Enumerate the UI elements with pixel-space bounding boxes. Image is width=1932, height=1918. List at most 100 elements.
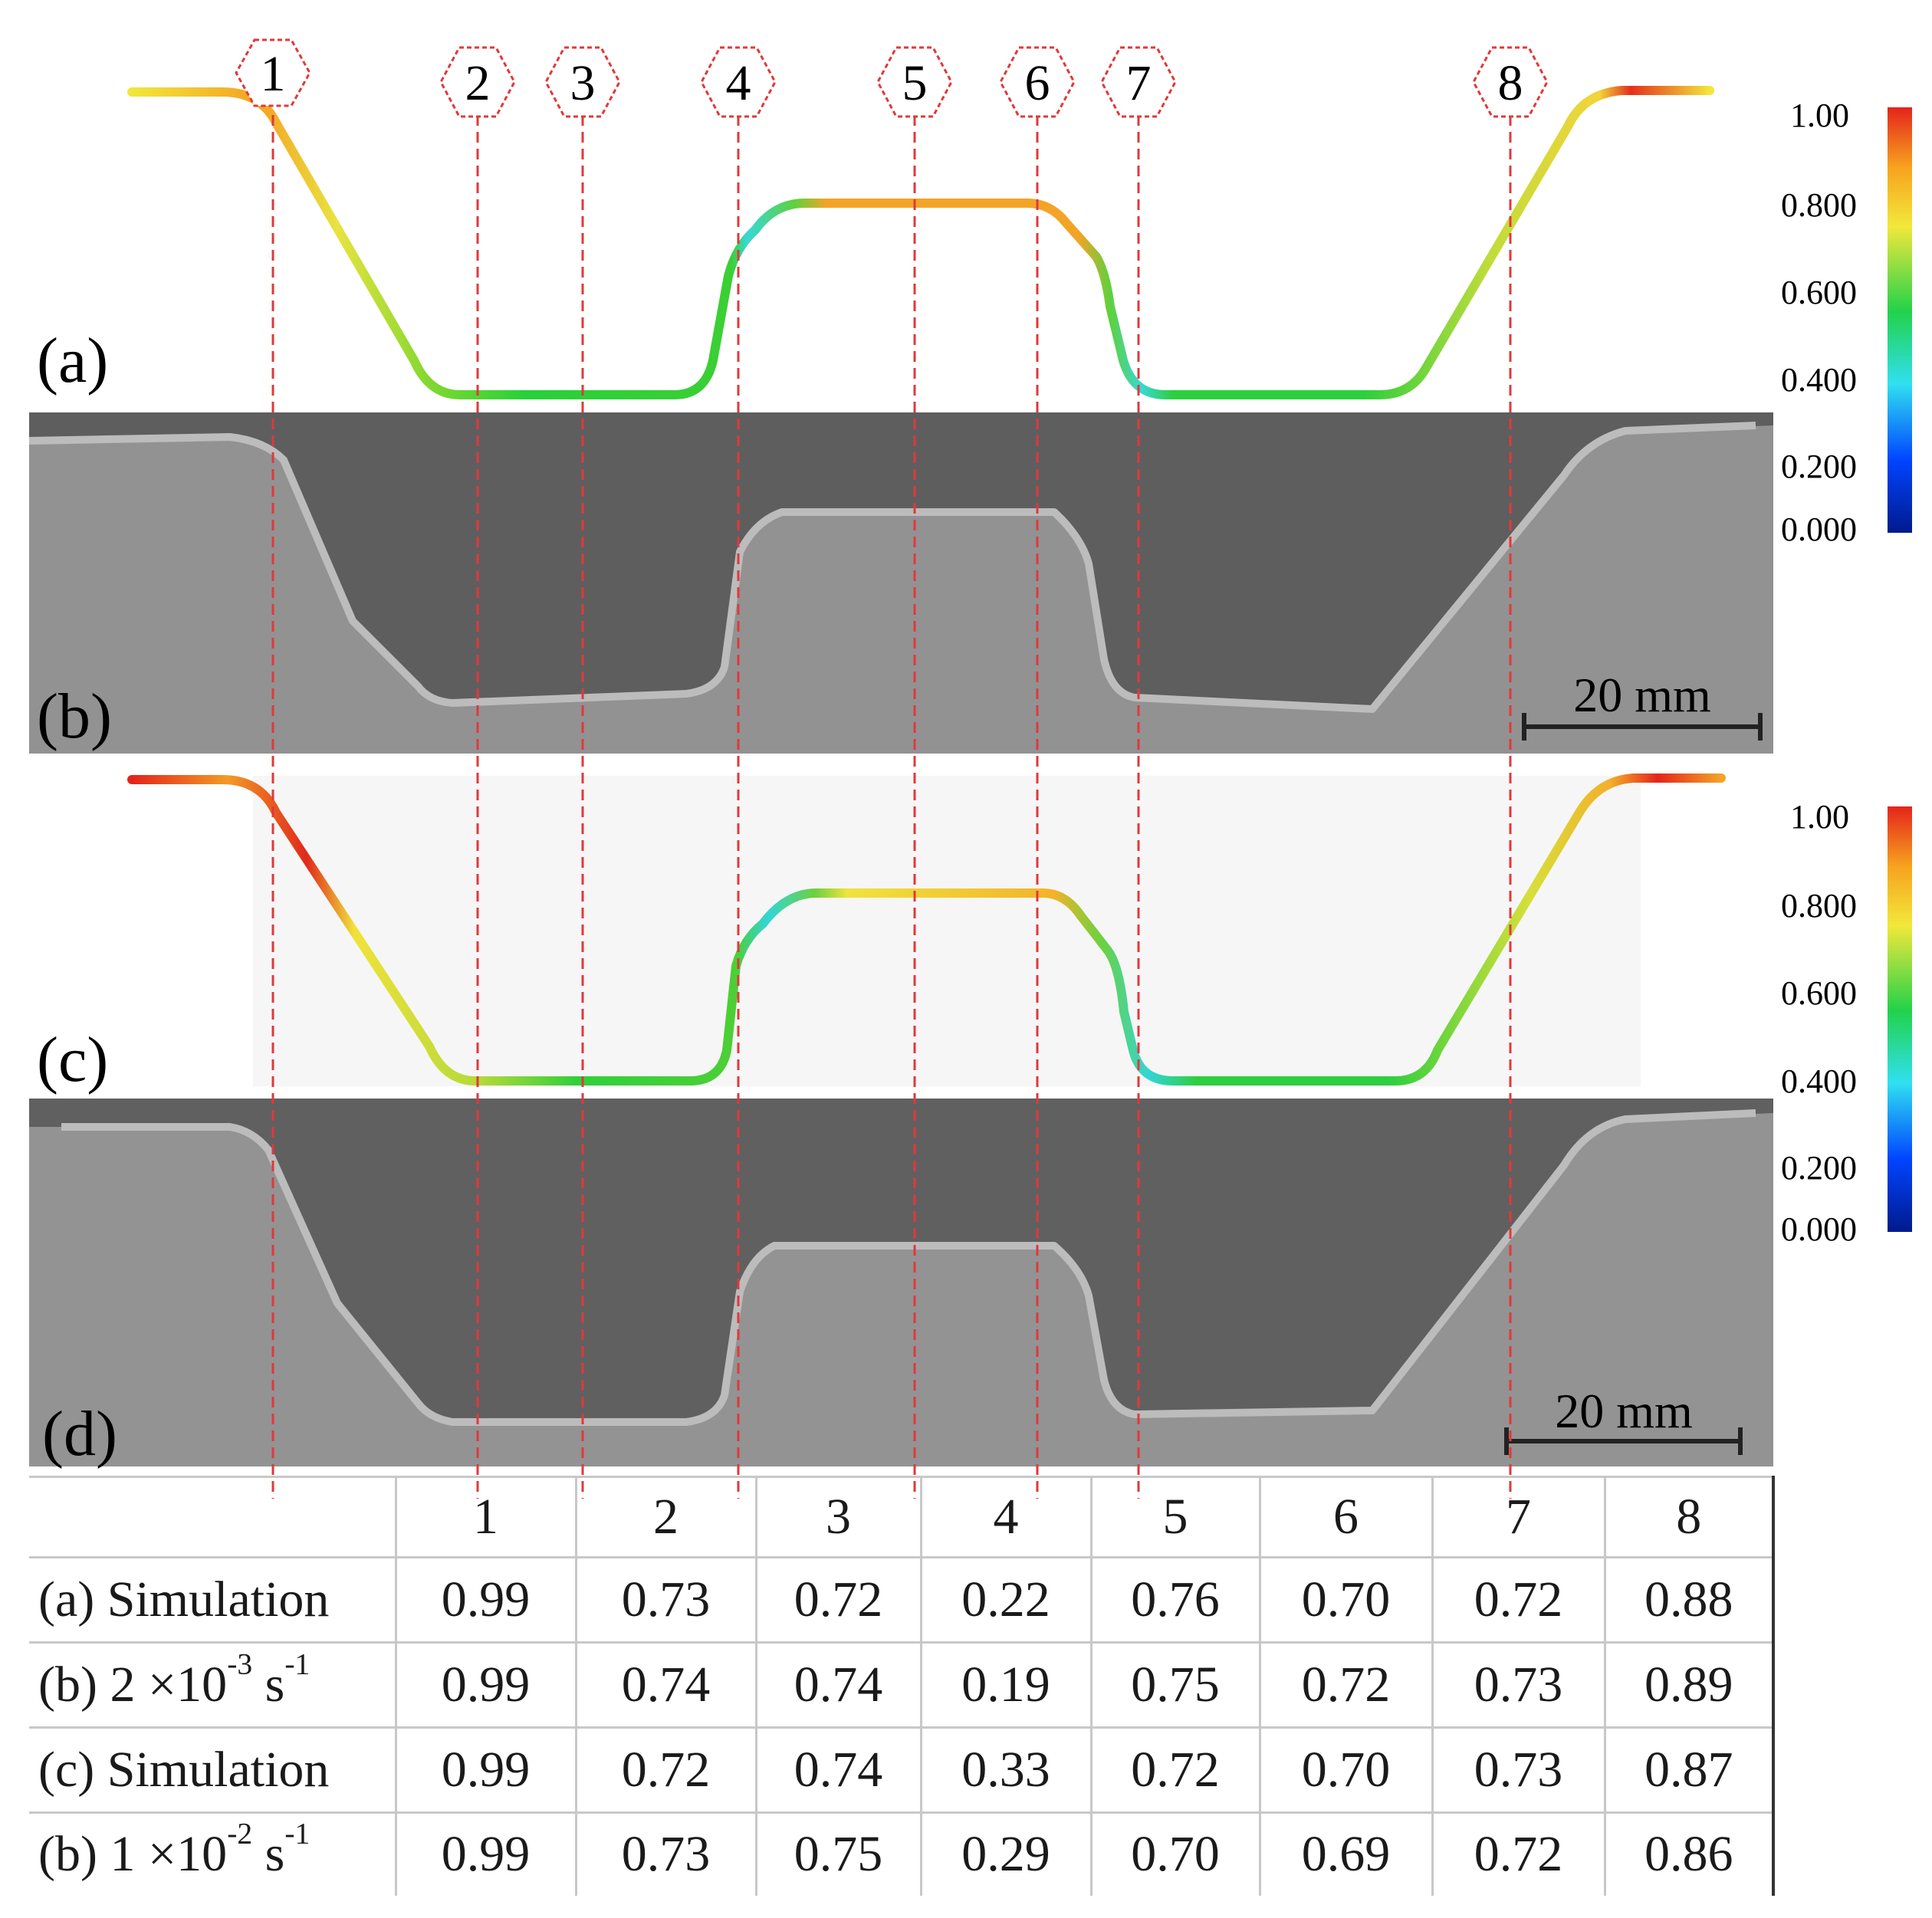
panel-d: (d) 20 mm — [29, 1099, 1773, 1470]
hex-marker-label-7: 7 — [1126, 55, 1152, 111]
strain-profile-c — [127, 773, 1726, 1085]
colorbar-bottom-tick-3: 0.600 — [1781, 974, 1857, 1012]
panel-a: (a) — [37, 86, 1714, 399]
strain-profile-a — [127, 86, 1714, 399]
table-cell: 0.73 — [574, 1811, 757, 1896]
table-cell: 0.72 — [1089, 1726, 1261, 1814]
table-cell: 0.70 — [1258, 1556, 1434, 1644]
hex-marker-8: 8 — [1472, 46, 1549, 118]
table-header-row: 1 2 3 4 5 6 7 8 — [29, 1476, 1775, 1558]
table-row-label: (b) 1 ×10-2 s-1 — [29, 1811, 397, 1896]
hex-markers: 1 2 3 4 5 6 7 8 — [235, 38, 1549, 118]
hex-marker-label-2: 2 — [465, 55, 491, 111]
table-cell: 0.87 — [1603, 1726, 1775, 1814]
table-col-header: 2 — [574, 1476, 757, 1558]
table-row: (a) Simulation 0.99 0.73 0.72 0.22 0.76 … — [29, 1556, 1775, 1644]
table-cell: 0.69 — [1258, 1811, 1434, 1896]
table-cell: 0.72 — [1431, 1556, 1606, 1644]
row-label-unit-exp: -1 — [284, 1816, 310, 1851]
table-col-header: 4 — [919, 1476, 1092, 1558]
row-label-unit: s — [252, 1826, 285, 1883]
panel-c: (c) — [37, 773, 1726, 1095]
colorbar-bottom-gradient — [1888, 806, 1912, 1232]
hex-marker-label-6: 6 — [1025, 55, 1050, 111]
colorbar-bottom-tick-6: 0.000 — [1781, 1210, 1857, 1248]
table-cell: 0.72 — [1431, 1811, 1606, 1896]
table-cell: 0.73 — [1431, 1640, 1606, 1729]
hex-marker-4: 4 — [700, 46, 777, 118]
table-corner-cell — [29, 1476, 397, 1558]
table-cell: 0.99 — [394, 1556, 577, 1644]
table-cell: 0.72 — [574, 1726, 757, 1814]
table-col-header: 5 — [1089, 1476, 1261, 1558]
micrograph-b-cavity — [29, 412, 1773, 709]
table-col-header: 8 — [1603, 1476, 1775, 1558]
table-cell: 0.33 — [919, 1726, 1092, 1814]
colorbar-bottom-tick-5: 0.200 — [1781, 1149, 1857, 1187]
colorbar-bottom-tick-1: 1.00 — [1790, 798, 1849, 836]
hex-marker-5: 5 — [876, 46, 953, 118]
table-cell: 0.88 — [1603, 1556, 1775, 1644]
table-cell: 0.74 — [754, 1640, 922, 1729]
table-cell: 0.22 — [919, 1556, 1092, 1644]
table-cell: 0.70 — [1089, 1811, 1261, 1896]
table-cell: 0.72 — [1258, 1640, 1434, 1729]
table-row-label: (b) 2 ×10-3 s-1 — [29, 1640, 397, 1729]
table-col-header: 6 — [1258, 1476, 1434, 1558]
row-label-unit: s — [252, 1656, 285, 1713]
hex-marker-2: 2 — [439, 46, 516, 118]
scale-bar-b: 20 mm — [1522, 668, 1763, 741]
row-label-main: (b) 1 ×10 — [38, 1826, 228, 1883]
table-row: (b) 1 ×10-2 s-1 0.99 0.73 0.75 0.29 0.70… — [29, 1811, 1775, 1896]
table-cell: 0.99 — [394, 1726, 577, 1814]
micrograph-b-specimen-edge — [28, 422, 1756, 713]
table-cell: 0.29 — [919, 1811, 1092, 1896]
panel-label-d: (d) — [42, 1398, 117, 1470]
colorbar-bottom: 1.00 0.800 0.600 0.400 0.200 0.000 — [1781, 798, 1912, 1248]
micrograph-d-cavity — [29, 1099, 1773, 1422]
row-label-exp: -2 — [227, 1816, 253, 1851]
table-cell: 0.70 — [1258, 1726, 1434, 1814]
table-cell: 0.74 — [754, 1726, 922, 1814]
hex-marker-label-1: 1 — [261, 46, 286, 102]
hex-marker-7: 7 — [1100, 46, 1177, 118]
row-label-main: (b) 2 ×10 — [38, 1656, 228, 1713]
table-row-label: (c) Simulation — [29, 1726, 397, 1814]
colorbar-bottom-tick-2: 0.800 — [1781, 887, 1857, 925]
panel-label-a: (a) — [37, 325, 108, 396]
scale-bar-label-d: 20 mm — [1555, 1384, 1693, 1438]
table-cell: 0.75 — [1089, 1640, 1261, 1729]
table-row-label: (a) Simulation — [29, 1556, 397, 1644]
table-cell: 0.72 — [754, 1556, 922, 1644]
table-cell: 0.73 — [574, 1556, 757, 1644]
hex-marker-3: 3 — [544, 46, 621, 118]
table-cell: 0.19 — [919, 1640, 1092, 1729]
colorbar-top: 1.00 0.800 0.600 0.400 0.200 0.000 — [1781, 97, 1912, 548]
table-cell: 0.75 — [754, 1811, 922, 1896]
table-cell: 0.73 — [1431, 1726, 1606, 1814]
table-cell: 0.89 — [1603, 1640, 1775, 1729]
colorbar-top-tick-3: 0.600 — [1781, 274, 1857, 311]
colorbar-top-tick-1: 1.00 — [1790, 97, 1849, 134]
table-cell: 0.99 — [394, 1640, 577, 1729]
table-cell: 0.86 — [1603, 1811, 1775, 1896]
table-row: (c) Simulation 0.99 0.72 0.74 0.33 0.72 … — [29, 1726, 1775, 1814]
hex-marker-6: 6 — [999, 46, 1076, 118]
row-label-exp: -3 — [227, 1647, 253, 1681]
panel-label-b: (b) — [37, 681, 112, 752]
colorbar-bottom-tick-4: 0.400 — [1781, 1062, 1857, 1100]
scale-bar-label-b: 20 mm — [1573, 668, 1711, 722]
panel-c-background — [253, 776, 1641, 1086]
table-col-header: 3 — [754, 1476, 922, 1558]
table-cell: 0.99 — [394, 1811, 577, 1896]
guide-lines — [271, 115, 1512, 1499]
colorbar-top-tick-6: 0.000 — [1781, 511, 1857, 548]
table-cell: 0.76 — [1089, 1556, 1261, 1644]
hex-marker-label-8: 8 — [1498, 55, 1523, 111]
panel-b: (b) 20 mm — [28, 412, 1773, 754]
hex-marker-1: 1 — [235, 38, 311, 107]
colorbar-top-tick-5: 0.200 — [1781, 448, 1857, 485]
row-label-unit-exp: -1 — [284, 1647, 310, 1681]
hex-marker-label-5: 5 — [902, 55, 928, 111]
